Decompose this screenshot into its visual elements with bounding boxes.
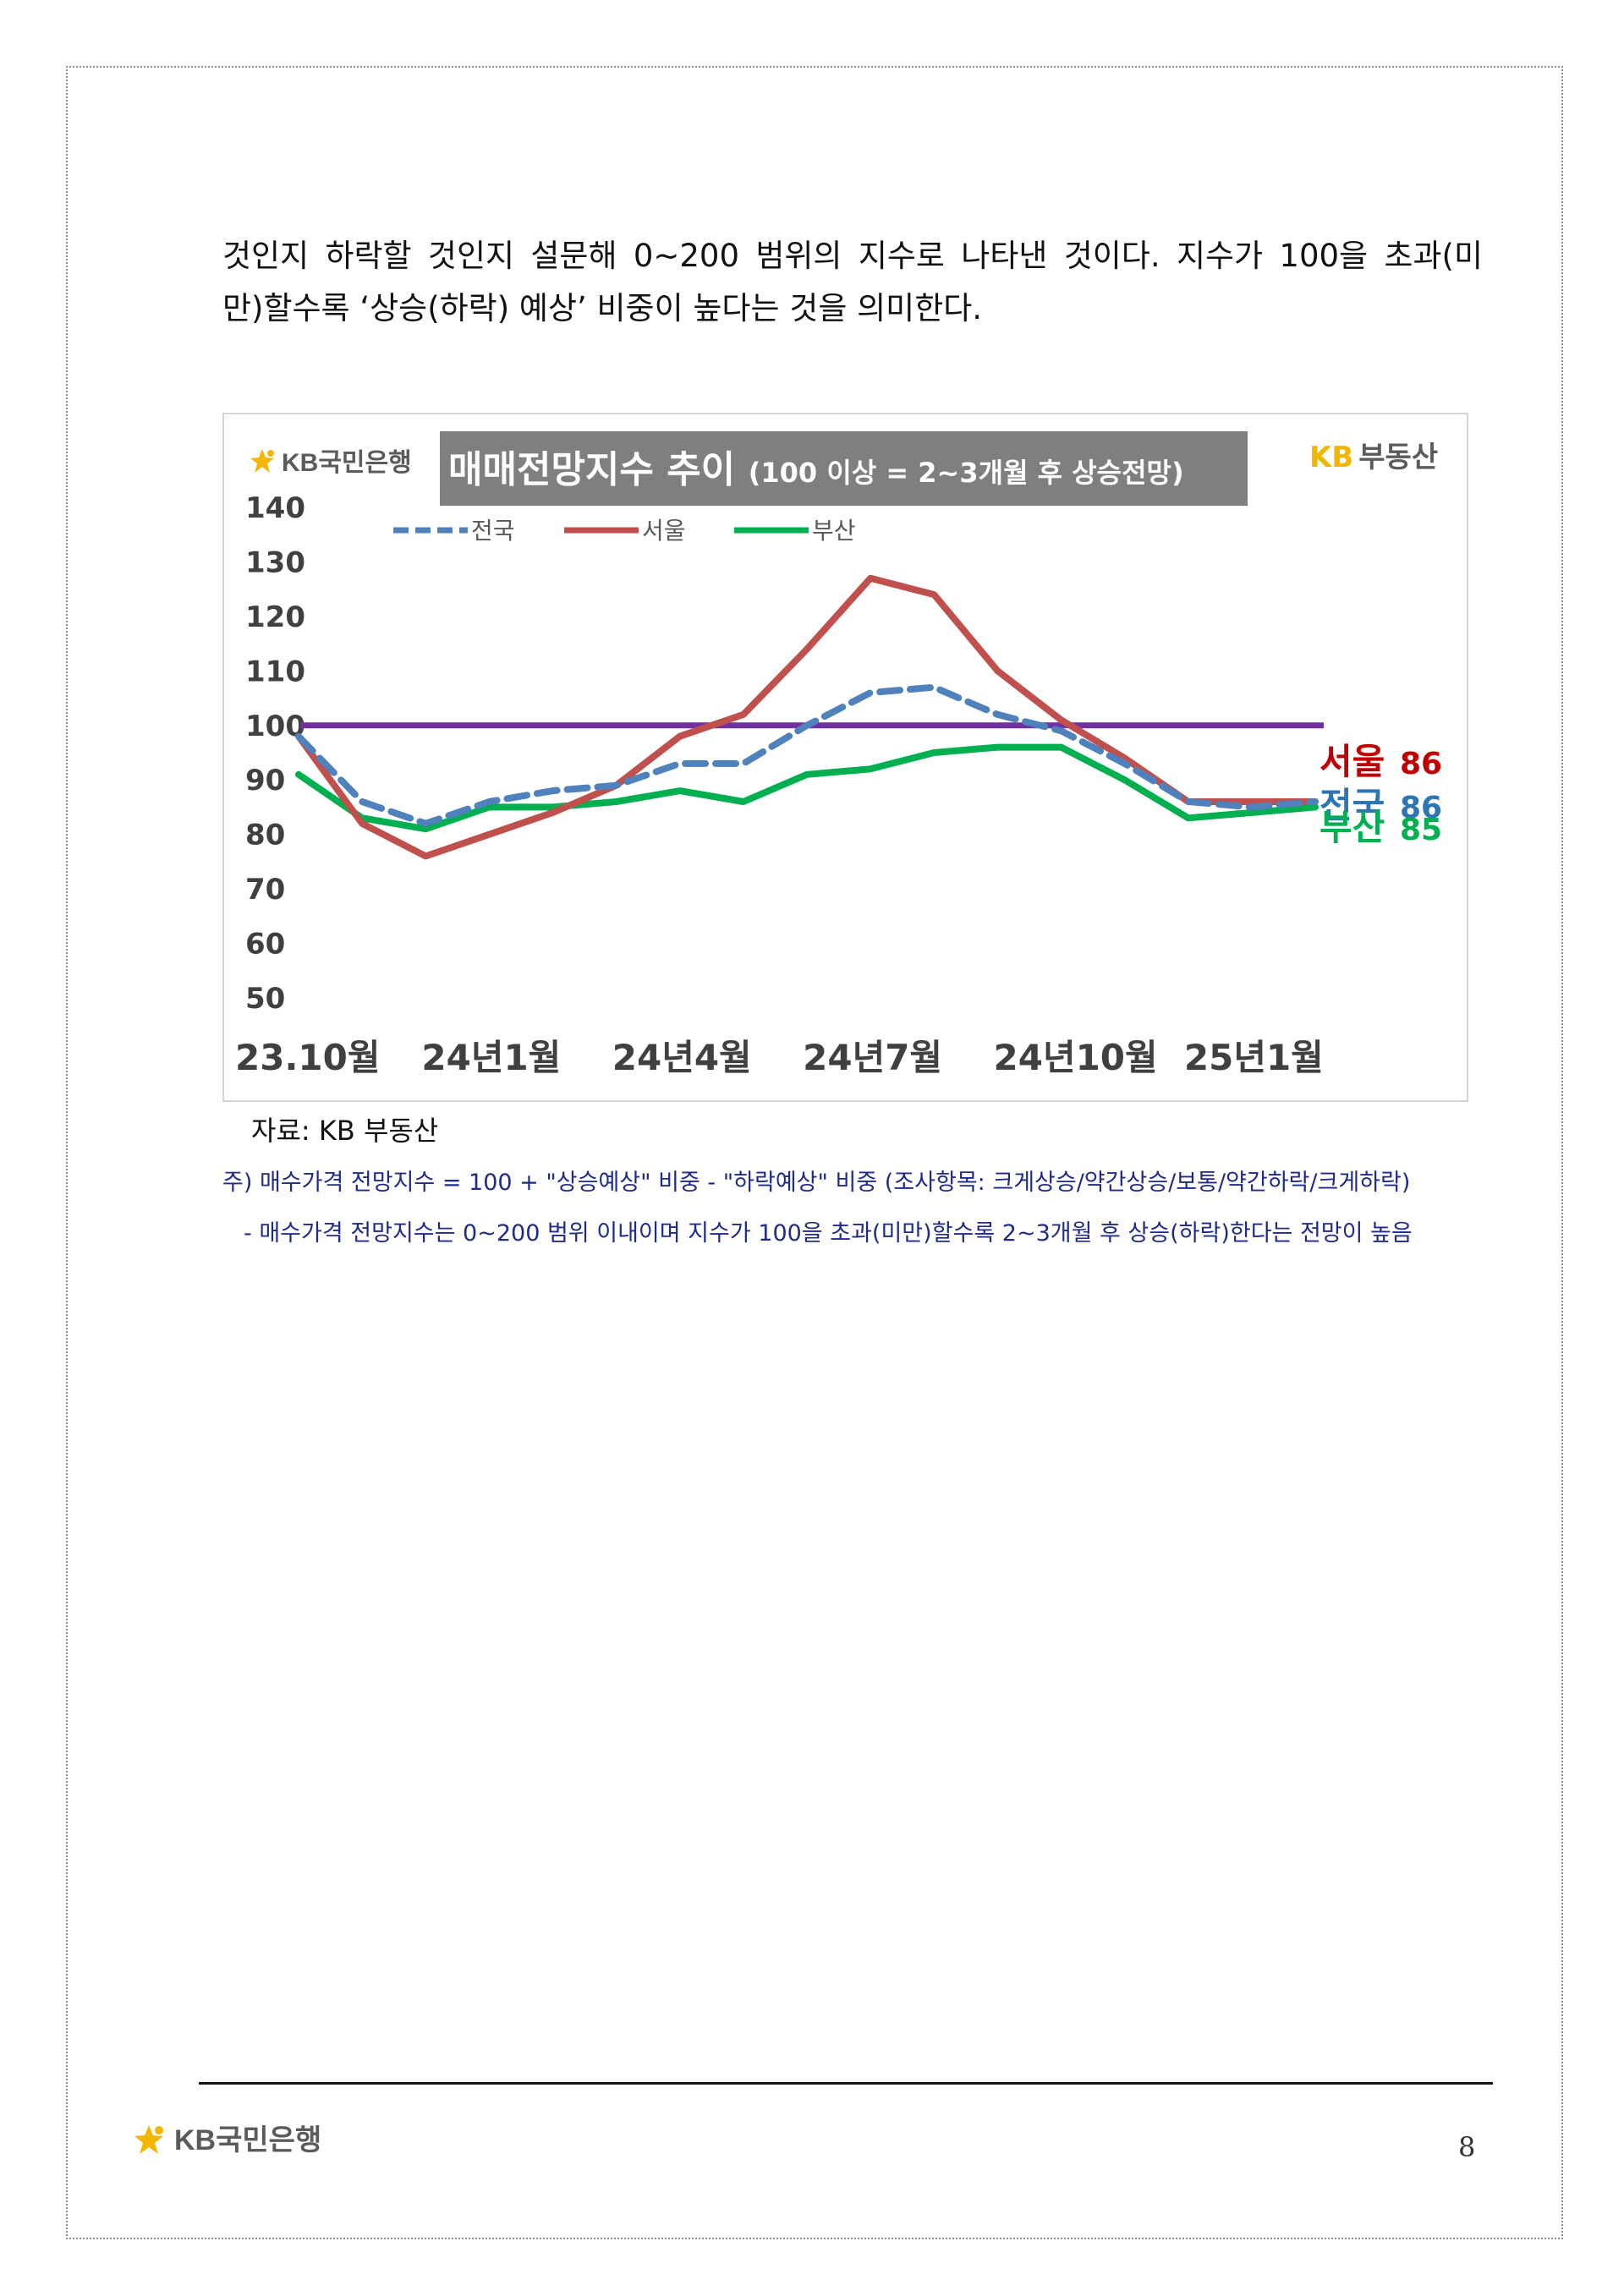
x-tick-label: 24년10월 — [994, 1037, 1158, 1078]
line-chart: KB국민은행 매매전망지수 추이 (100 이상 = 2~3개월 후 상승전망)… — [235, 431, 1442, 1078]
end-label-value: 85 — [1400, 813, 1442, 847]
note-formula: 주) 매수가격 전망지수 = 100 + "상승예상" 비중 - "하락예상" … — [222, 1170, 1411, 1196]
y-tick-label: 90 — [245, 764, 285, 797]
legend-label: 전국 — [471, 517, 515, 545]
end-label-name: 서울 — [1320, 741, 1385, 782]
x-tick-label: 24년4월 — [612, 1037, 752, 1078]
x-tick-label: 23.10월 — [235, 1037, 381, 1078]
body-line-1: 것인지 하락할 것인지 설문해 0~200 범위의 지수로 나타낸 것이다. 지… — [222, 238, 1483, 274]
source-caption: 자료: KB 부동산 — [251, 1115, 439, 1147]
y-tick-label: 60 — [245, 928, 285, 962]
end-label-value: 86 — [1400, 791, 1442, 825]
footer-logo-text: KB국민은행 — [174, 2124, 321, 2156]
kb-realestate-logo: KB 부동산 — [1309, 441, 1438, 474]
kb-bank-logo: KB국민은행 — [250, 449, 412, 477]
series-line-전국 — [295, 683, 1319, 827]
kb-bank-logo-text: KB국민은행 — [282, 449, 412, 477]
y-tick-label: 50 — [245, 982, 285, 1016]
axis-layer: 140 130 120 110 100 90 80 70 60 50 23.10월 24년1월 24년4… — [235, 491, 1324, 1078]
y-tick-label: 140 — [245, 491, 305, 525]
chart-title: 매매전망지수 추이 (100 이상 = 2~3개월 후 상승전망) — [448, 448, 1184, 491]
brand-name: 부동산 — [1358, 441, 1438, 474]
page-number: 8 — [1458, 2131, 1476, 2163]
legend-label: 서울 — [642, 517, 686, 545]
y-tick-label: 110 — [245, 655, 305, 688]
end-label-name: 부산 — [1320, 807, 1385, 848]
chart-title-sub: (100 이상 = 2~3개월 후 상승전망) — [749, 457, 1184, 489]
y-tick-label: 130 — [245, 545, 305, 579]
end-label-name: 전국 — [1320, 785, 1385, 826]
legend: 전국 서울 부산 — [393, 517, 856, 545]
end-labels: 전국 86 서울 86 부산 85 — [1320, 741, 1442, 848]
x-tick-label: 24년1월 — [421, 1037, 561, 1078]
legend-label: 부산 — [812, 517, 856, 545]
body-line-2: 만)할수록 ‘상승(하락) 예상’ 비중이 높다는 것을 의미한다. — [222, 290, 983, 326]
page-frame — [66, 66, 1563, 2239]
series-layer — [295, 574, 1319, 860]
note-range: - 매수가격 전망지수는 0~200 범위 이내이며 지수가 100을 초과(미… — [244, 1220, 1413, 1247]
x-tick-label: 24년7월 — [803, 1037, 942, 1078]
end-label-value: 86 — [1400, 747, 1442, 781]
footer-divider — [199, 2082, 1493, 2085]
body-paragraph: 것인지 하락할 것인지 설문해 0~200 범위의 지수로 나타낸 것이다. 지… — [222, 230, 1483, 335]
footer-kb-logo: KB국민은행 — [134, 2124, 321, 2156]
y-tick-label: 120 — [245, 600, 305, 634]
y-tick-label: 70 — [245, 873, 285, 907]
chart-title-main: 매매전망지수 추이 — [448, 448, 735, 491]
series-line-부산 — [295, 743, 1319, 833]
kb-star-icon — [250, 449, 274, 473]
brand-kb: KB — [1309, 441, 1353, 474]
x-tick-label: 25년1월 — [1184, 1037, 1324, 1078]
chart-container: KB국민은행 매매전망지수 추이 (100 이상 = 2~3개월 후 상승전망)… — [222, 413, 1468, 1102]
chart-title-box — [440, 431, 1248, 506]
y-tick-label: 80 — [245, 819, 285, 852]
y-tick-label: 100 — [245, 710, 305, 743]
footer-kb-star-icon — [134, 2125, 163, 2154]
